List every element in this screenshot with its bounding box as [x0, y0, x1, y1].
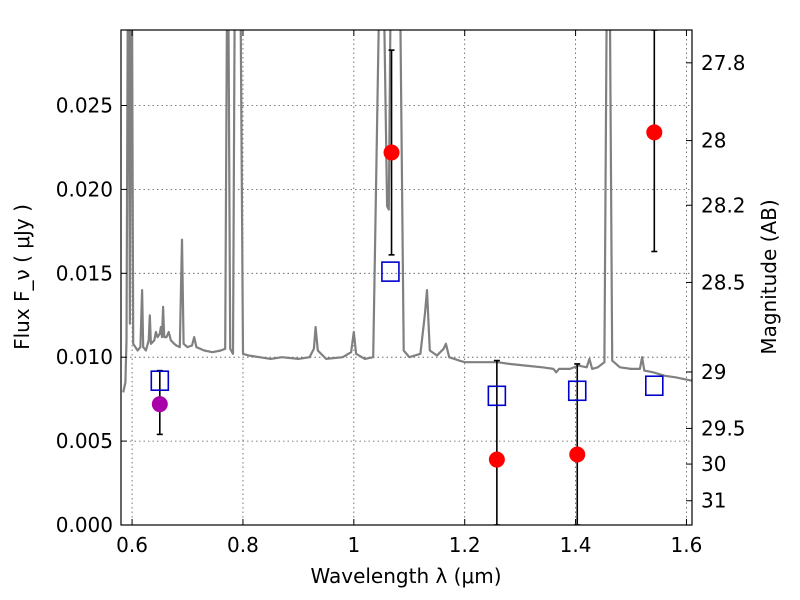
- y2-axis-label-text: Magnitude (AB): [757, 199, 781, 354]
- y2-tick-label: 29.5: [701, 416, 746, 440]
- model-flux-square: [487, 385, 507, 407]
- y2-tick-label: 28.5: [701, 270, 746, 294]
- model-flux-square: [645, 375, 664, 397]
- plot-area: [122, 30, 692, 525]
- photometry-point: [569, 446, 586, 463]
- x-tick-label: 1.4: [560, 533, 592, 557]
- x-tick-label: 1: [347, 533, 360, 557]
- x-axis-label-text: Wavelength λ (μm): [310, 564, 501, 588]
- photometry-point: [383, 144, 400, 161]
- x-tick-label: 0.6: [116, 533, 148, 557]
- template-spectrum-line: [122, 30, 692, 393]
- y-tick-label: 0.020: [56, 177, 113, 201]
- y2-tick-label: 29: [701, 360, 726, 384]
- photometry-point: [151, 396, 168, 413]
- y-axis-label: Flux F_ν ( μJy ): [10, 204, 34, 350]
- y2-tick-label: 31: [701, 489, 726, 513]
- y-axis-label-text: Flux F_ν ( μJy ): [10, 204, 34, 350]
- model-flux-square: [567, 380, 587, 402]
- y2-tick-label: 28: [701, 129, 726, 153]
- y-tick-label: 0.005: [56, 429, 113, 453]
- model-flux-square: [150, 370, 170, 391]
- x-tick-label: 1.6: [671, 533, 703, 557]
- x-tick-label: 1.2: [449, 533, 481, 557]
- photometry-point: [646, 124, 663, 141]
- model-flux-square: [381, 261, 400, 282]
- y-tick-label: 0.015: [56, 261, 113, 285]
- photometry-point: [488, 451, 505, 468]
- x-axis-label: Wavelength λ (μm): [310, 564, 501, 588]
- y2-tick-label: 27.8: [701, 51, 746, 75]
- plot-frame: [120, 29, 693, 526]
- y2-axis-label: Magnitude (AB): [757, 199, 781, 354]
- y-tick-label: 0.010: [56, 345, 113, 369]
- y2-tick-label: 28.2: [701, 193, 746, 217]
- axis-ticks: 0.6 0.8 1 1.2 1.4 1.6 0.000 0.005 0.010 0.015 0.02…: [56, 30, 746, 557]
- y-tick-label: 0.025: [56, 94, 113, 118]
- x-tick-label: 0.8: [227, 533, 259, 557]
- y2-tick-label: 30: [701, 452, 726, 476]
- y-tick-label: 0.000: [56, 513, 113, 537]
